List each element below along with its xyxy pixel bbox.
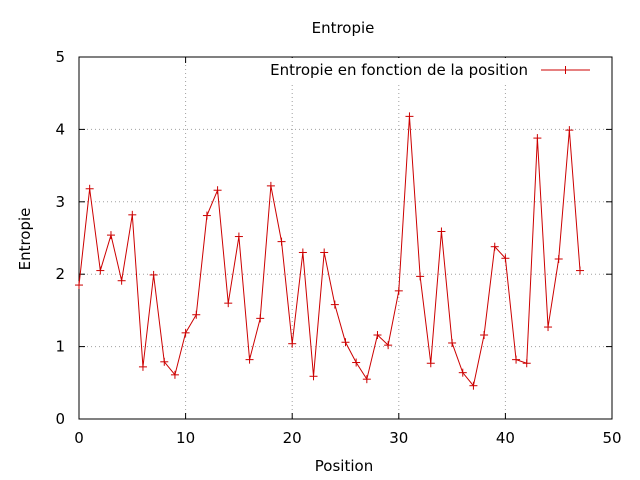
plot-border	[78, 56, 613, 420]
data-point	[288, 339, 297, 348]
data-point	[490, 242, 499, 251]
x-tick-label: 30	[389, 429, 408, 447]
x-tick-label: 40	[496, 429, 515, 447]
data-point	[373, 331, 382, 340]
data-point	[362, 375, 371, 384]
data-point	[245, 355, 254, 364]
y-tick-label: 3	[55, 193, 65, 211]
data-point	[426, 359, 435, 368]
data-point	[533, 134, 542, 143]
data-point	[384, 341, 393, 350]
x-axis-label: Position	[315, 457, 373, 475]
y-tick-label: 0	[55, 410, 65, 428]
data-point	[277, 237, 286, 246]
data-point	[298, 248, 307, 257]
y-axis-label: Entropie	[16, 208, 34, 271]
data-point	[352, 358, 361, 367]
data-point	[202, 211, 211, 220]
data-point	[75, 281, 83, 290]
data-point	[96, 266, 105, 275]
y-tick-label: 4	[55, 120, 65, 138]
data-point	[576, 266, 585, 275]
data-point	[234, 232, 243, 241]
data-point	[266, 181, 275, 190]
data-point	[565, 126, 574, 135]
data-point	[181, 328, 190, 337]
x-tick-label: 50	[602, 429, 621, 447]
data-point	[149, 270, 158, 279]
legend: Entropie en fonction de la position	[244, 58, 610, 82]
series-group	[75, 112, 585, 390]
data-point	[160, 357, 169, 366]
y-tick-label: 2	[55, 265, 65, 283]
data-point	[192, 310, 201, 319]
y-tick-label: 1	[55, 338, 65, 356]
data-point	[224, 299, 233, 308]
x-tick-label: 0	[74, 429, 84, 447]
data-point	[480, 331, 489, 340]
data-point	[138, 362, 147, 371]
data-point	[437, 227, 446, 236]
data-point	[106, 231, 115, 240]
data-point	[416, 272, 425, 281]
axes: 0 10 20 30 40 50 0 1 2 3 4 5	[55, 48, 621, 447]
data-point	[522, 359, 531, 368]
data-point	[256, 314, 265, 323]
data-point	[170, 370, 179, 379]
data-point	[554, 254, 563, 263]
data-point	[458, 368, 467, 377]
data-point	[117, 276, 126, 285]
x-tick-label: 20	[283, 429, 302, 447]
series-line	[78, 116, 581, 387]
data-point	[512, 355, 521, 364]
chart-title: Entropie	[312, 19, 375, 37]
data-point	[405, 112, 414, 121]
data-point	[85, 184, 94, 193]
data-point	[544, 323, 553, 332]
data-point	[469, 381, 478, 390]
legend-label: Entropie en fonction de la position	[270, 61, 528, 79]
data-point	[213, 186, 222, 195]
grid	[79, 57, 612, 419]
y-tick-label: 5	[55, 48, 65, 66]
data-point	[501, 254, 510, 263]
data-point	[448, 338, 457, 347]
data-point	[128, 210, 137, 219]
data-point	[394, 286, 403, 295]
data-point	[330, 300, 339, 309]
x-tick-label: 10	[176, 429, 195, 447]
data-point	[309, 372, 318, 381]
data-point	[320, 248, 329, 257]
data-point	[341, 338, 350, 347]
